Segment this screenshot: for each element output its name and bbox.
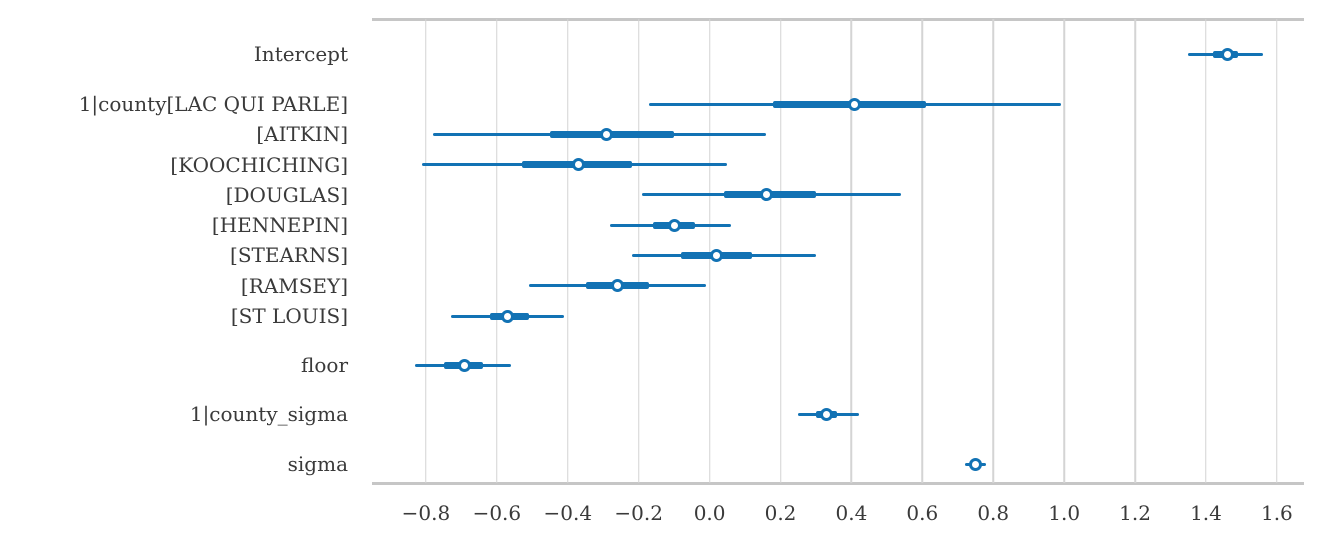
row-label: [KOOCHICHING]: [170, 152, 348, 177]
row-label: [ST LOUIS]: [230, 304, 348, 328]
point-estimate-marker: [1220, 47, 1234, 61]
x-tick-label: −0.6: [472, 501, 522, 525]
row-label: [RAMSEY]: [240, 273, 348, 298]
row-label: [HENNEPIN]: [211, 213, 348, 238]
x-tick-label: 0.8: [977, 501, 1010, 525]
x-tick-label: 1.2: [1119, 501, 1151, 525]
x-tick-label: −0.2: [614, 501, 663, 525]
x-tick-label: 1.6: [1260, 501, 1293, 525]
gridline: [992, 19, 994, 483]
point-estimate-marker: [710, 248, 724, 262]
point-estimate-marker: [571, 158, 585, 172]
x-tick-label: −0.8: [401, 501, 451, 525]
x-tick-label: −0.4: [543, 501, 593, 525]
plot-top-spine: [372, 17, 1304, 21]
x-tick-label: 0.2: [764, 501, 797, 525]
gridline: [779, 19, 782, 483]
gridline: [1205, 19, 1207, 483]
gridline: [1134, 19, 1136, 483]
row-label: floor: [301, 353, 348, 377]
row-label: [DOUGLAS]: [225, 182, 348, 207]
gridline: [425, 19, 427, 483]
row-label: 1|county_sigma: [189, 402, 348, 426]
row-label: Intercept: [253, 42, 348, 66]
point-estimate-marker: [600, 127, 614, 141]
x-tick-label: 1.4: [1190, 501, 1222, 525]
gridline: [850, 19, 853, 483]
point-estimate-marker: [969, 457, 982, 471]
point-estimate-marker: [458, 358, 472, 372]
gridline: [708, 19, 711, 483]
point-estimate-marker: [820, 407, 834, 421]
gridline: [567, 19, 569, 483]
gridline: [1063, 19, 1065, 483]
gridline: [496, 19, 498, 483]
plot-bottom-spine: [372, 481, 1304, 485]
point-estimate-marker: [759, 188, 773, 202]
point-estimate-marker: [848, 97, 862, 111]
gridline: [921, 19, 924, 483]
x-tick-label: 0.6: [906, 501, 939, 525]
point-estimate-marker: [610, 279, 624, 293]
point-estimate-marker: [667, 218, 681, 232]
x-tick-label: 0.0: [693, 501, 726, 525]
gridline: [1276, 19, 1278, 483]
row-label: [STEARNS]: [230, 243, 348, 268]
row-label: 1|county[LAC QUI PARLE]: [78, 92, 348, 116]
gridline: [637, 19, 640, 483]
x-tick-label: 0.4: [835, 501, 868, 525]
row-label: [AITKIN]: [256, 122, 348, 147]
point-estimate-marker: [501, 309, 514, 323]
x-tick-label: 1.0: [1048, 501, 1081, 525]
row-label: sigma: [287, 452, 348, 476]
